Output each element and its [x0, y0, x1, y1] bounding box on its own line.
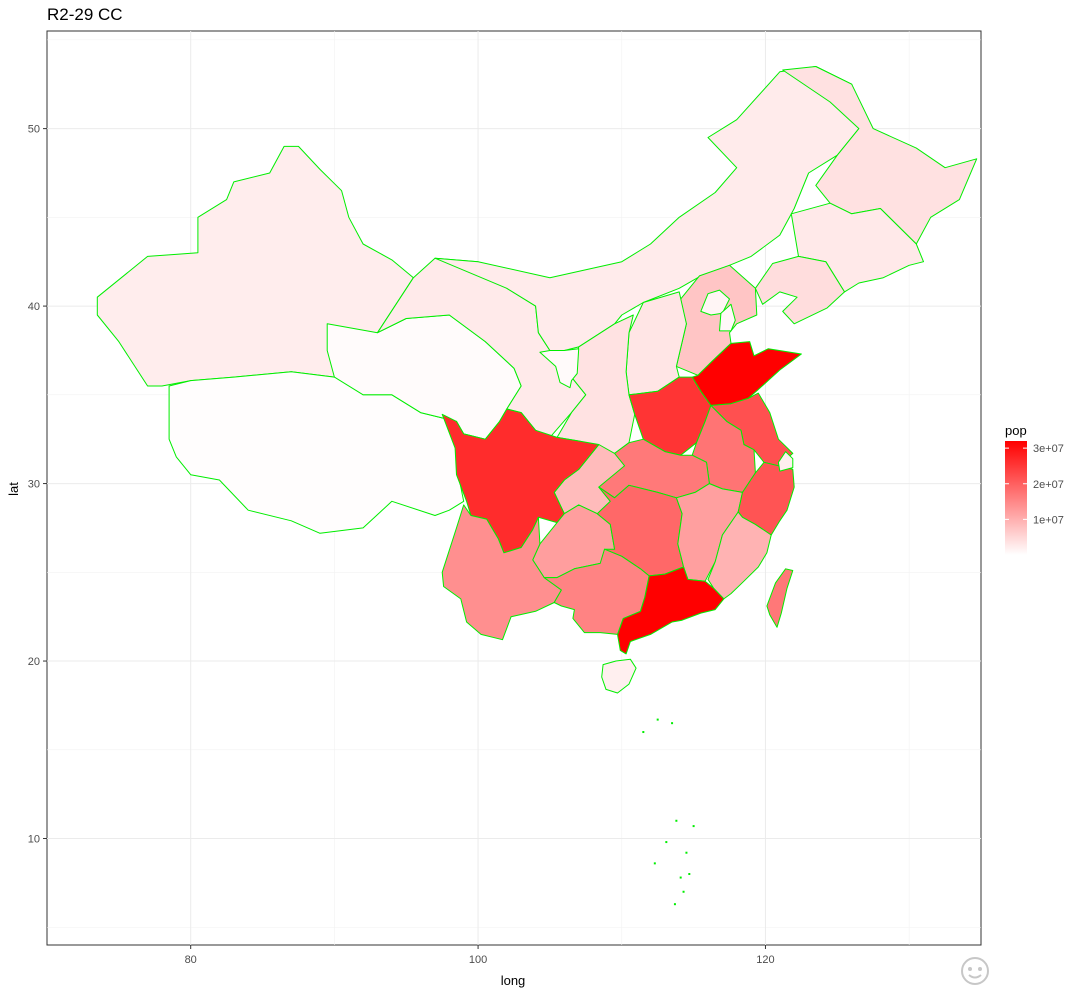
y-tick-label: 30: [28, 479, 40, 491]
grid-lines: [47, 31, 981, 945]
region-heilongjiang: [782, 66, 978, 245]
legend-label: 2e+07: [1033, 479, 1064, 491]
island-6: [653, 862, 656, 865]
x-tick-label: 100: [469, 954, 487, 966]
chart-title: R2-29 CC: [47, 5, 123, 24]
y-tick-label: 20: [28, 656, 40, 668]
legend-label: 3e+07: [1033, 443, 1064, 455]
island-11: [688, 873, 691, 876]
x-axis-title: long: [501, 973, 526, 988]
island-7: [679, 876, 682, 879]
y-axis-title: lat: [6, 482, 21, 496]
island-5: [685, 851, 688, 854]
province-polygons: [96, 66, 978, 694]
legend-ticks: 3e+07 2e+07 1e+07: [1005, 443, 1064, 526]
region-tibet: [168, 367, 465, 534]
region-taiwan: [766, 568, 794, 628]
region-guangxi: [543, 548, 650, 635]
island-3: [675, 819, 678, 822]
island-1: [656, 718, 659, 721]
region-liaoning: [754, 255, 845, 325]
island-0: [671, 722, 674, 725]
legend: pop 3e+07 2e+07 1e+07: [1005, 423, 1064, 555]
island-10: [665, 841, 668, 844]
island-4: [692, 825, 695, 828]
legend-colorbar: [1005, 441, 1027, 555]
axis-ticks: 80 100 120 10 20 30 40 50: [28, 124, 775, 966]
y-tick-label: 40: [28, 301, 40, 313]
island-2: [642, 731, 645, 734]
island-9: [673, 903, 676, 906]
region-shanghai: [777, 451, 794, 472]
legend-title: pop: [1005, 423, 1027, 438]
y-tick-label: 50: [28, 124, 40, 136]
island-polygons: [642, 718, 695, 906]
x-tick-label: 80: [185, 954, 197, 966]
region-fujian: [707, 511, 772, 600]
watermark-logo: [958, 953, 1076, 989]
legend-label: 1e+07: [1033, 514, 1064, 526]
island-8: [682, 890, 685, 893]
region-yunnan: [441, 504, 562, 641]
y-tick-label: 10: [28, 834, 40, 846]
region-hainan: [601, 658, 637, 694]
region-beijing: [700, 289, 730, 316]
region-tianjin: [719, 303, 736, 332]
region-ningxia: [539, 348, 580, 389]
x-tick-label: 120: [756, 954, 774, 966]
